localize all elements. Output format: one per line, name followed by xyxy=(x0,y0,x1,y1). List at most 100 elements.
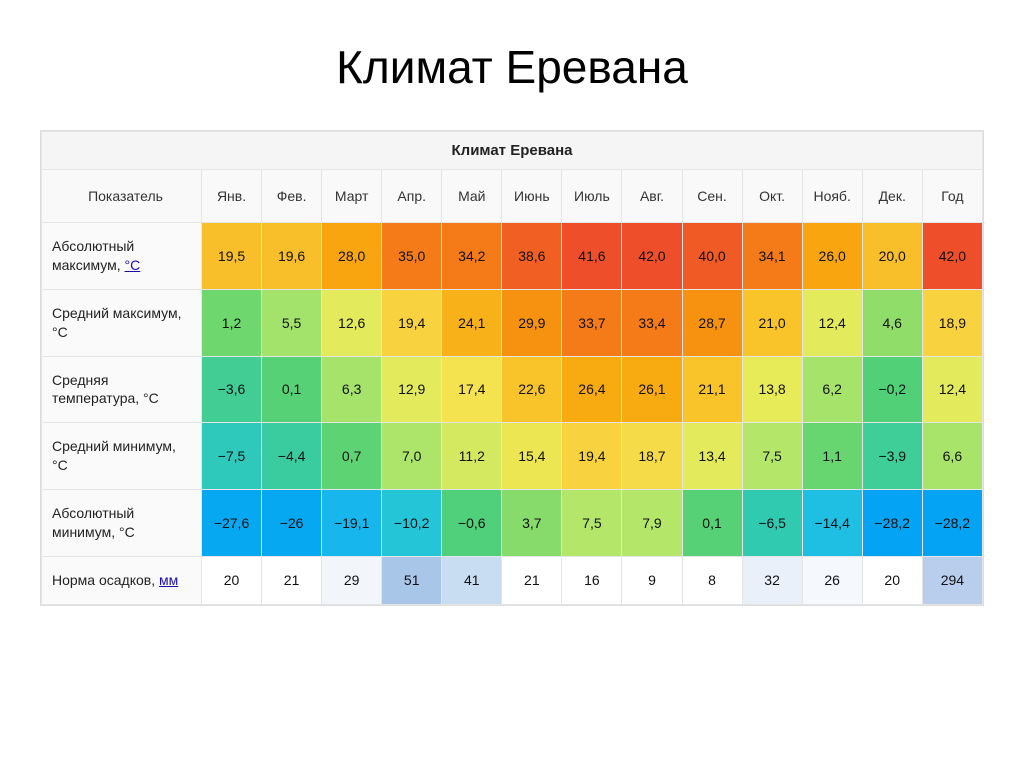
value-cell: 42,0 xyxy=(922,223,982,290)
value-cell: 18,9 xyxy=(922,289,982,356)
value-cell: −28,2 xyxy=(862,490,922,557)
table-row: Средняя температура, °C−3,60,16,312,917,… xyxy=(42,356,983,423)
value-cell: 7,9 xyxy=(622,490,682,557)
col-month: Июль xyxy=(562,170,622,223)
value-cell: 32 xyxy=(742,556,802,604)
value-cell: 29,9 xyxy=(502,289,562,356)
value-cell: 28,7 xyxy=(682,289,742,356)
value-cell: −7,5 xyxy=(202,423,262,490)
col-month: Янв. xyxy=(202,170,262,223)
value-cell: −14,4 xyxy=(802,490,862,557)
value-cell: 20,0 xyxy=(862,223,922,290)
value-cell: 19,4 xyxy=(382,289,442,356)
slide-title: Климат Еревана xyxy=(40,40,984,94)
value-cell: 1,1 xyxy=(802,423,862,490)
value-cell: 21 xyxy=(502,556,562,604)
value-cell: 18,7 xyxy=(622,423,682,490)
value-cell: 12,6 xyxy=(322,289,382,356)
table-row: Норма осадков, мм20212951412116983226202… xyxy=(42,556,983,604)
row-label: Норма осадков, мм xyxy=(42,556,202,604)
col-year: Год xyxy=(922,170,982,223)
value-cell: −0,2 xyxy=(862,356,922,423)
value-cell: 33,7 xyxy=(562,289,622,356)
value-cell: 6,3 xyxy=(322,356,382,423)
value-cell: 6,2 xyxy=(802,356,862,423)
col-month: Нояб. xyxy=(802,170,862,223)
value-cell: −0,6 xyxy=(442,490,502,557)
climate-table: Климат Еревана Показатель Янв. Фев. Март… xyxy=(41,131,983,605)
value-cell: 19,6 xyxy=(262,223,322,290)
value-cell: 19,5 xyxy=(202,223,262,290)
value-cell: 13,4 xyxy=(682,423,742,490)
value-cell: 26 xyxy=(802,556,862,604)
table-row: Средний максимум, °C1,25,512,619,424,129… xyxy=(42,289,983,356)
value-cell: 34,1 xyxy=(742,223,802,290)
value-cell: 28,0 xyxy=(322,223,382,290)
value-cell: 26,0 xyxy=(802,223,862,290)
value-cell: 16 xyxy=(562,556,622,604)
unit-link[interactable]: мм xyxy=(159,572,178,588)
value-cell: 34,2 xyxy=(442,223,502,290)
value-cell: 0,7 xyxy=(322,423,382,490)
value-cell: 41,6 xyxy=(562,223,622,290)
table-columns-row: Показатель Янв. Фев. Март Апр. Май Июнь … xyxy=(42,170,983,223)
slide: Климат Еревана Климат Еревана Показатель… xyxy=(0,0,1024,767)
row-label-text: Абсолютный максимум, xyxy=(52,238,134,273)
table-head: Климат Еревана Показатель Янв. Фев. Март… xyxy=(42,132,983,223)
value-cell: 12,4 xyxy=(922,356,982,423)
value-cell: 9 xyxy=(622,556,682,604)
value-cell: 20 xyxy=(202,556,262,604)
col-month: Окт. xyxy=(742,170,802,223)
value-cell: 26,4 xyxy=(562,356,622,423)
col-month: Март xyxy=(322,170,382,223)
value-cell: −26 xyxy=(262,490,322,557)
value-cell: 35,0 xyxy=(382,223,442,290)
value-cell: 0,1 xyxy=(262,356,322,423)
table-caption: Климат Еревана xyxy=(42,132,983,170)
value-cell: 51 xyxy=(382,556,442,604)
row-label: Абсолютный максимум, °C xyxy=(42,223,202,290)
col-month: Фев. xyxy=(262,170,322,223)
col-indicator: Показатель xyxy=(42,170,202,223)
value-cell: 0,1 xyxy=(682,490,742,557)
value-cell: 40,0 xyxy=(682,223,742,290)
value-cell: 5,5 xyxy=(262,289,322,356)
value-cell: −4,4 xyxy=(262,423,322,490)
value-cell: 24,1 xyxy=(442,289,502,356)
value-cell: 20 xyxy=(862,556,922,604)
table-body: Абсолютный максимум, °C19,519,628,035,03… xyxy=(42,223,983,605)
value-cell: 38,6 xyxy=(502,223,562,290)
value-cell: 3,7 xyxy=(502,490,562,557)
value-cell: −10,2 xyxy=(382,490,442,557)
value-cell: 21,0 xyxy=(742,289,802,356)
value-cell: −3,6 xyxy=(202,356,262,423)
value-cell: 7,0 xyxy=(382,423,442,490)
value-cell: 21 xyxy=(262,556,322,604)
value-cell: 19,4 xyxy=(562,423,622,490)
climate-table-wrap: Климат Еревана Показатель Янв. Фев. Март… xyxy=(40,130,984,606)
value-cell: 41 xyxy=(442,556,502,604)
col-month: Авг. xyxy=(622,170,682,223)
value-cell: −28,2 xyxy=(922,490,982,557)
value-cell: 7,5 xyxy=(742,423,802,490)
row-label: Средняя температура, °C xyxy=(42,356,202,423)
value-cell: 26,1 xyxy=(622,356,682,423)
value-cell: 12,4 xyxy=(802,289,862,356)
row-label: Средний максимум, °C xyxy=(42,289,202,356)
value-cell: −6,5 xyxy=(742,490,802,557)
value-cell: −3,9 xyxy=(862,423,922,490)
table-row: Абсолютный минимум, °C−27,6−26−19,1−10,2… xyxy=(42,490,983,557)
value-cell: 1,2 xyxy=(202,289,262,356)
col-month: Май xyxy=(442,170,502,223)
value-cell: 11,2 xyxy=(442,423,502,490)
value-cell: 8 xyxy=(682,556,742,604)
value-cell: 21,1 xyxy=(682,356,742,423)
col-month: Дек. xyxy=(862,170,922,223)
row-label: Абсолютный минимум, °C xyxy=(42,490,202,557)
value-cell: 7,5 xyxy=(562,490,622,557)
unit-link[interactable]: °C xyxy=(125,257,141,273)
col-month: Апр. xyxy=(382,170,442,223)
table-row: Средний минимум, °C−7,5−4,40,77,011,215,… xyxy=(42,423,983,490)
table-row: Абсолютный максимум, °C19,519,628,035,03… xyxy=(42,223,983,290)
row-label-text: Норма осадков, xyxy=(52,572,159,588)
